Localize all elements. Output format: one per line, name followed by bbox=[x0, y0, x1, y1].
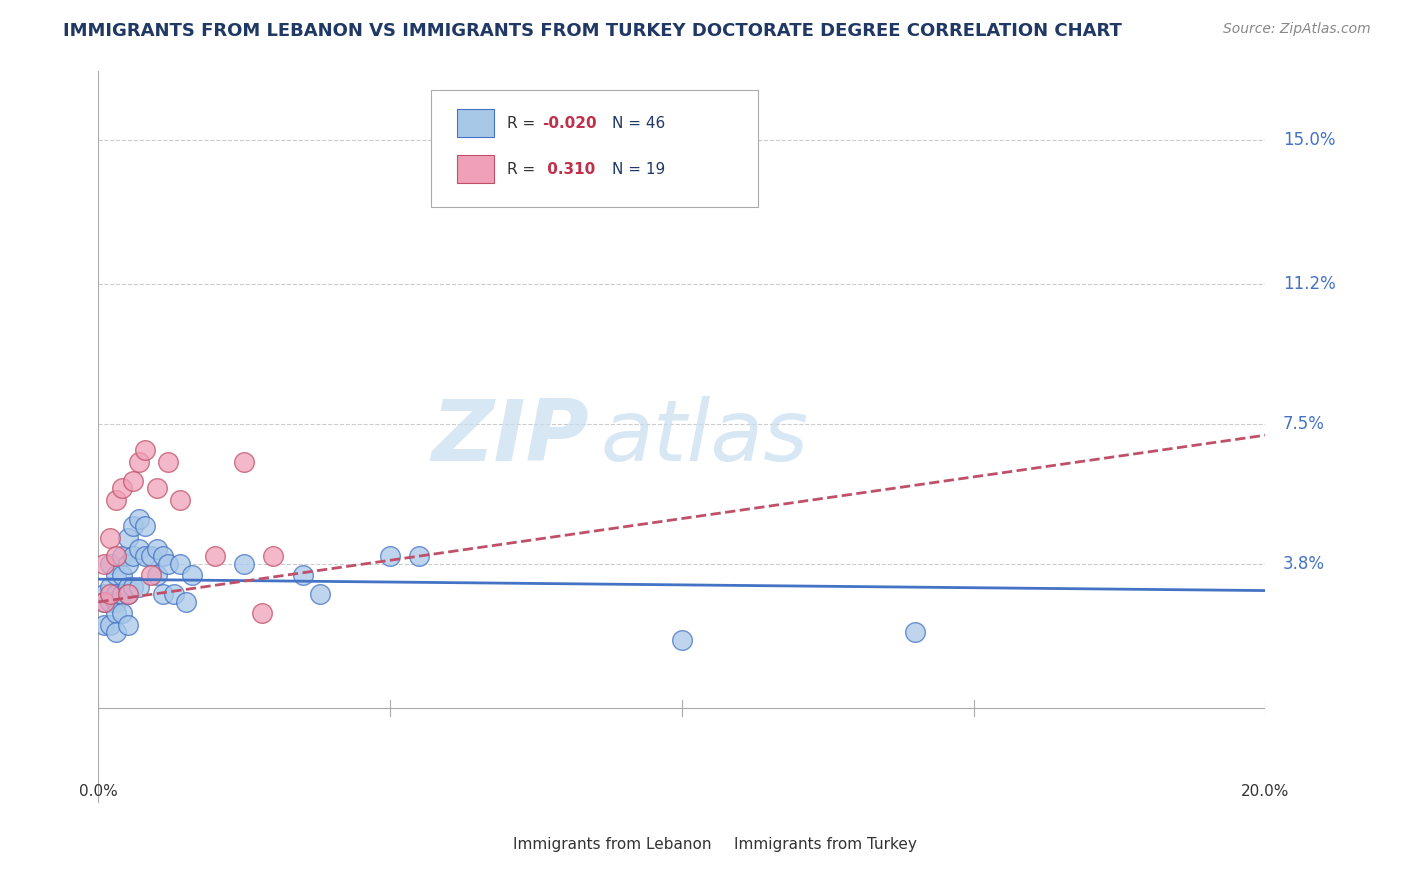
Point bbox=[233, 557, 256, 571]
Point bbox=[117, 587, 139, 601]
Text: N = 19: N = 19 bbox=[612, 161, 665, 177]
Point bbox=[309, 587, 332, 601]
Text: 15.0%: 15.0% bbox=[1282, 130, 1336, 149]
Text: Immigrants from Turkey: Immigrants from Turkey bbox=[734, 837, 917, 852]
Point bbox=[111, 568, 134, 582]
Bar bbox=[457, 155, 494, 183]
Text: 0.310: 0.310 bbox=[541, 161, 595, 177]
Point bbox=[122, 474, 145, 488]
Bar bbox=[693, 833, 727, 855]
Text: ZIP: ZIP bbox=[430, 395, 589, 479]
Point bbox=[233, 455, 256, 469]
Point bbox=[169, 492, 191, 507]
Point bbox=[152, 587, 174, 601]
Text: 11.2%: 11.2% bbox=[1282, 275, 1336, 293]
Bar bbox=[472, 833, 505, 855]
Point bbox=[111, 481, 134, 495]
Point bbox=[111, 607, 134, 621]
Text: atlas: atlas bbox=[600, 395, 808, 479]
Point bbox=[104, 587, 127, 601]
Point bbox=[104, 607, 127, 621]
Point bbox=[98, 557, 121, 571]
Point bbox=[134, 549, 156, 564]
Text: -0.020: -0.020 bbox=[541, 116, 596, 131]
Point bbox=[93, 587, 115, 601]
Point bbox=[163, 587, 186, 601]
Point bbox=[152, 549, 174, 564]
Text: R =: R = bbox=[508, 116, 540, 131]
Point bbox=[134, 443, 156, 458]
Point bbox=[122, 519, 145, 533]
Point bbox=[93, 617, 115, 632]
Point bbox=[291, 568, 314, 582]
Point bbox=[169, 557, 191, 571]
Point bbox=[104, 549, 127, 564]
Point bbox=[122, 549, 145, 564]
Point bbox=[104, 625, 127, 640]
Point bbox=[117, 587, 139, 601]
Point bbox=[104, 492, 127, 507]
Point bbox=[128, 580, 150, 594]
Text: 0.0%: 0.0% bbox=[79, 784, 118, 799]
Text: Source: ZipAtlas.com: Source: ZipAtlas.com bbox=[1223, 22, 1371, 37]
Bar bbox=[457, 110, 494, 137]
Point bbox=[180, 568, 202, 582]
Point bbox=[157, 455, 180, 469]
Point bbox=[139, 549, 162, 564]
Point bbox=[93, 595, 115, 609]
Point bbox=[408, 549, 430, 564]
Point bbox=[111, 549, 134, 564]
Point bbox=[98, 580, 121, 594]
Text: 3.8%: 3.8% bbox=[1282, 555, 1324, 573]
Point bbox=[104, 568, 127, 582]
Point bbox=[174, 595, 197, 609]
Text: Immigrants from Lebanon: Immigrants from Lebanon bbox=[513, 837, 711, 852]
Point bbox=[134, 519, 156, 533]
Point bbox=[98, 531, 121, 545]
Point bbox=[128, 541, 150, 556]
Point bbox=[117, 580, 139, 594]
Text: R =: R = bbox=[508, 161, 540, 177]
Point bbox=[93, 595, 115, 609]
Point bbox=[146, 481, 169, 495]
Point bbox=[111, 587, 134, 601]
Point bbox=[146, 541, 169, 556]
Point bbox=[380, 549, 402, 564]
Point bbox=[904, 625, 927, 640]
Point bbox=[139, 568, 162, 582]
Point bbox=[671, 632, 693, 647]
Point bbox=[128, 455, 150, 469]
Text: IMMIGRANTS FROM LEBANON VS IMMIGRANTS FROM TURKEY DOCTORATE DEGREE CORRELATION C: IMMIGRANTS FROM LEBANON VS IMMIGRANTS FR… bbox=[63, 22, 1122, 40]
Point bbox=[117, 557, 139, 571]
Point bbox=[98, 617, 121, 632]
Point bbox=[122, 580, 145, 594]
Point bbox=[250, 607, 273, 621]
Text: 20.0%: 20.0% bbox=[1241, 784, 1289, 799]
Point bbox=[146, 568, 169, 582]
Point bbox=[98, 587, 121, 601]
Point bbox=[98, 595, 121, 609]
Point bbox=[128, 511, 150, 525]
Text: 7.5%: 7.5% bbox=[1282, 415, 1324, 433]
Text: N = 46: N = 46 bbox=[612, 116, 665, 131]
Point bbox=[262, 549, 284, 564]
Point bbox=[117, 617, 139, 632]
Point bbox=[204, 549, 226, 564]
Point bbox=[104, 595, 127, 609]
Point bbox=[157, 557, 180, 571]
FancyBboxPatch shape bbox=[432, 90, 758, 207]
Point bbox=[117, 531, 139, 545]
Point bbox=[93, 557, 115, 571]
